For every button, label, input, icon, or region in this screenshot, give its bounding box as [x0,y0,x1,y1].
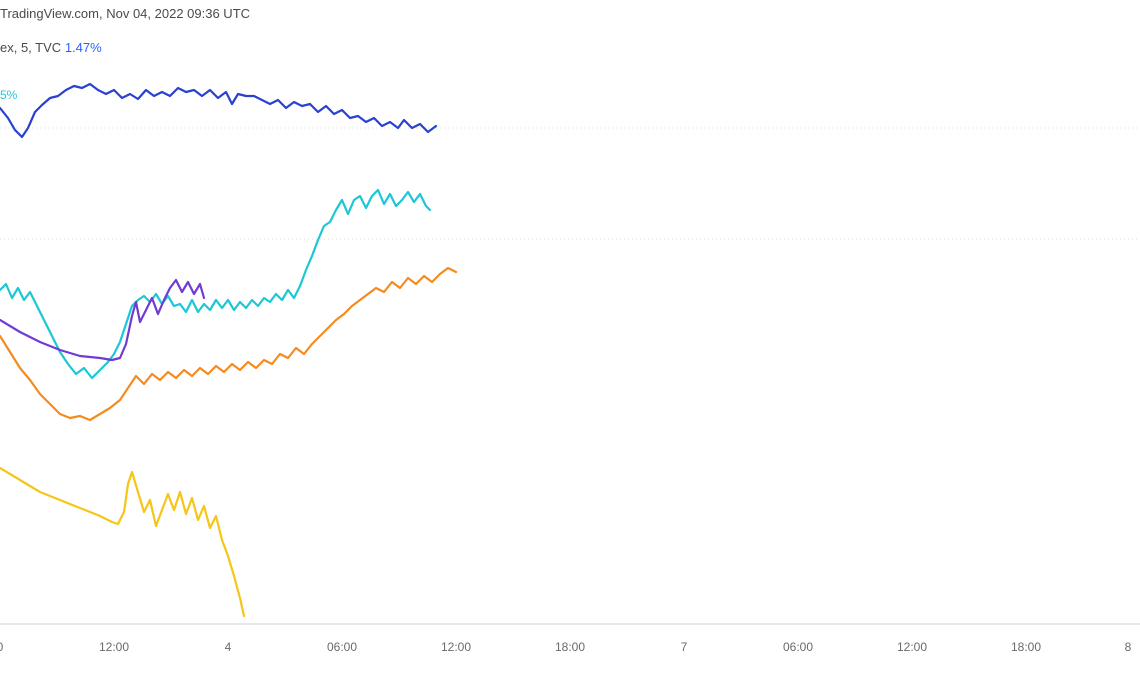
x-axis-tick-label: 06:00 [783,640,813,654]
x-axis-tick-label: 7 [681,640,688,654]
x-axis-tick-label: 12:00 [897,640,927,654]
x-axis-tick-label: 12:00 [441,640,471,654]
x-axis-tick-label: 12:00 [99,640,129,654]
x-axis-tick-label: 8 [1125,640,1132,654]
x-axis-tick-label: 18:00 [555,640,585,654]
x-axis-tick-label: 18:00 [1011,640,1041,654]
x-axis-tick-label: 06:00 [327,640,357,654]
x-axis-tick-label: 0 [0,640,3,654]
price-chart[interactable] [0,0,1140,694]
x-axis-tick-label: 4 [225,640,232,654]
series_blue [0,84,436,137]
series_orange [0,268,456,420]
series_cyan [0,190,430,378]
series_yellow [0,468,244,616]
chart-series-group [0,84,456,616]
chart-gridlines [0,128,1140,239]
